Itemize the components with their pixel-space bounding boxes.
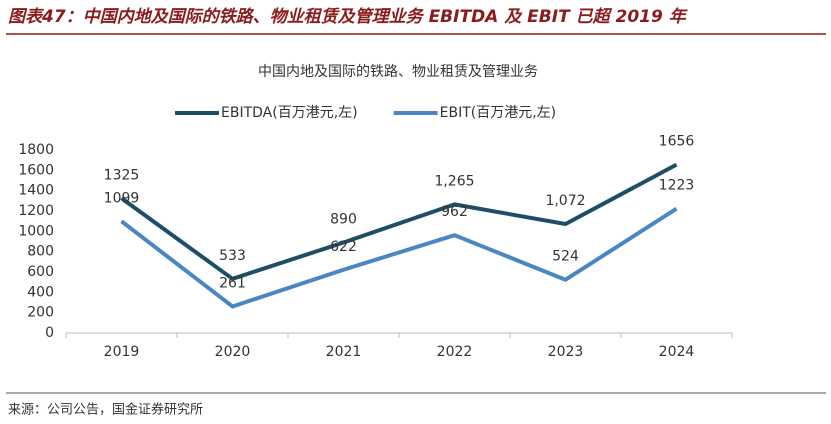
- series-line: [120, 206, 678, 309]
- y-tick-label: 1800: [18, 142, 54, 158]
- source: 来源：公司公告，国金证券研究所: [8, 402, 203, 418]
- y-tick-label: 800: [27, 244, 54, 260]
- x-tick-label: 2022: [437, 344, 473, 360]
- data-label: 533: [219, 248, 246, 264]
- data-label: 1,265: [434, 173, 474, 189]
- y-tick-label: 1400: [18, 183, 54, 199]
- data-label: 622: [330, 239, 357, 255]
- x-tick-label: 2020: [215, 344, 251, 360]
- x-tick-label: 2021: [326, 344, 362, 360]
- data-label: 524: [552, 249, 579, 265]
- x-tick-label: 2024: [659, 344, 695, 360]
- y-tick-label: 1200: [18, 203, 54, 219]
- data-label: 1223: [659, 178, 695, 194]
- y-tick-label: 1000: [18, 223, 54, 239]
- data-label: 1325: [104, 167, 140, 183]
- figure-title: 图表47：中国内地及国际的铁路、物业租赁及管理业务 EBITDA 及 EBIT …: [8, 7, 688, 27]
- y-tick-label: 200: [27, 305, 54, 321]
- x-tick-label: 2023: [548, 344, 584, 360]
- chart-title: 中国内地及国际的铁路、物业租赁及管理业务: [258, 64, 538, 80]
- x-tick-label: 2019: [104, 344, 140, 360]
- series-line: [120, 162, 678, 281]
- y-tick-label: 1600: [18, 162, 54, 178]
- data-label: 1656: [659, 134, 695, 150]
- y-tick-label: 0: [45, 325, 54, 341]
- y-tick-label: 400: [27, 284, 54, 300]
- data-label: 962: [441, 204, 468, 220]
- legend-label: EBIT(百万港元,左): [440, 105, 557, 121]
- data-label: 261: [219, 275, 246, 291]
- legend-label: EBITDA(百万港元,左): [221, 105, 358, 121]
- data-label: 890: [330, 212, 357, 228]
- data-label: 1,072: [545, 193, 585, 209]
- y-tick-label: 600: [27, 264, 54, 280]
- data-label: 1099: [104, 190, 140, 206]
